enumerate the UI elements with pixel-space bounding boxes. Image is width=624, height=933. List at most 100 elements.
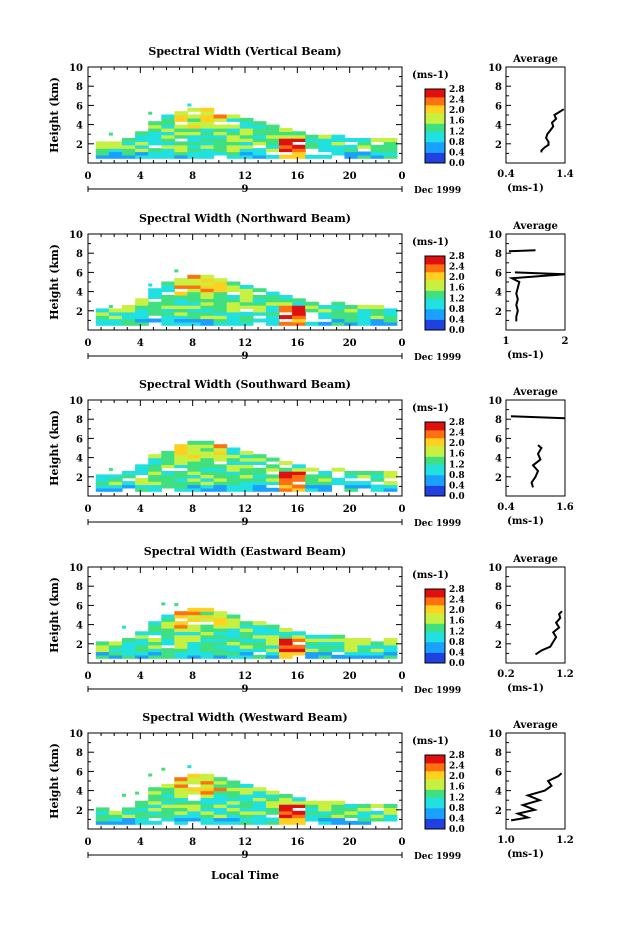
heatmap-cell <box>135 477 149 482</box>
heatmap-cell <box>265 790 280 795</box>
heatmap-cell <box>383 138 398 142</box>
colorbar-swatch <box>425 128 445 132</box>
heatmap-cell <box>213 621 228 626</box>
heatmap-cell <box>213 471 228 475</box>
heatmap-cell <box>344 148 359 153</box>
heatmap-cell <box>200 477 215 482</box>
heatmap-cell <box>174 641 188 646</box>
colorbar-tick-label: 2.4 <box>449 263 465 273</box>
heatmap-cell <box>252 308 267 313</box>
heatmap-cell <box>252 814 267 819</box>
heatmap-cell <box>239 144 254 149</box>
heatmap-cell <box>161 790 175 795</box>
colorbar-swatch <box>425 274 445 278</box>
heatmap-cell <box>239 810 254 815</box>
colorbar-swatch <box>425 589 445 593</box>
heatmap-cell <box>226 817 241 822</box>
heatmap-cell <box>148 773 153 777</box>
heatmap-cell <box>318 315 332 320</box>
heatmap-cell <box>226 648 241 653</box>
heatmap-cell <box>226 644 241 649</box>
heatmap-cell <box>148 471 162 475</box>
heatmap-cell <box>383 810 398 815</box>
heatmap-cell <box>239 134 254 139</box>
heatmap-cell <box>200 787 215 792</box>
colorbar-swatch <box>425 266 445 270</box>
heatmap-cell <box>135 318 149 323</box>
heatmap-cell <box>305 154 319 159</box>
heatmap-cell <box>226 804 241 808</box>
heatmap-cell <box>239 471 254 475</box>
y-tick-label: 4 <box>76 454 83 465</box>
average-frame <box>505 399 566 497</box>
heatmap-cell <box>292 134 306 139</box>
heatmap-cell <box>239 305 254 309</box>
x-tick-label: 20 <box>343 338 357 349</box>
heatmap-cell <box>239 641 254 646</box>
heatmap-cell <box>226 117 241 122</box>
heatmap-cell <box>318 484 332 489</box>
colorbar-tick-label: 1.6 <box>449 450 465 460</box>
heatmap-cell <box>213 817 228 822</box>
heatmap-cell <box>95 311 110 316</box>
heatmap-cell <box>279 644 293 649</box>
heatmap-cell <box>187 308 202 313</box>
heatmap-cell <box>122 654 136 659</box>
heatmap-cell <box>174 783 188 788</box>
heatmap-cell <box>213 301 228 306</box>
colorbar-swatch <box>425 279 445 283</box>
colorbar-tick-label: 2.8 <box>449 252 465 262</box>
heatmap-cell <box>135 804 149 808</box>
heatmap-cell <box>174 780 188 785</box>
heatmap-cell <box>200 634 215 639</box>
heatmap-cell <box>161 288 175 293</box>
heatmap-cell <box>213 457 228 462</box>
colorbar-tick-label: 1.2 <box>449 627 465 637</box>
heatmap-cell <box>213 128 228 132</box>
heatmap-cell <box>344 651 359 656</box>
colorbar-swatch <box>425 91 445 95</box>
colorbar-frame <box>424 754 446 830</box>
heatmap-cell <box>279 820 293 825</box>
heatmap-cell <box>252 817 267 822</box>
average-y-tick-label: 6 <box>495 268 502 279</box>
heatmap-cell <box>213 318 228 323</box>
heatmap-cell <box>357 820 372 825</box>
colorbar-swatch <box>425 660 445 664</box>
heatmap-cell <box>370 151 385 156</box>
heatmap-cell <box>357 641 372 646</box>
heatmap-cell <box>265 654 280 659</box>
colorbar-swatch <box>425 104 445 108</box>
colorbar-tick-label: 2.8 <box>449 418 465 428</box>
heatmap-cell <box>174 151 188 156</box>
average-x-tick-label: 1.2 <box>556 835 573 846</box>
heatmap-cell <box>318 144 332 149</box>
heatmap-cell <box>239 124 254 129</box>
average-title: Average <box>512 554 558 565</box>
heatmap-cell <box>213 787 228 792</box>
x-tick-label: 16 <box>290 171 304 182</box>
heatmap-cell <box>122 311 136 316</box>
heatmap-cell <box>383 308 398 313</box>
heatmap-cell <box>213 151 228 156</box>
heatmap-cell <box>265 467 280 472</box>
heatmap-cell <box>122 481 136 486</box>
average-frame <box>505 566 566 664</box>
heatmap-cell <box>213 114 228 119</box>
heatmap-cell <box>279 810 293 815</box>
colorbar-swatch <box>425 652 445 656</box>
heatmap-cell <box>174 638 188 642</box>
heatmap-cell <box>135 634 149 639</box>
heatmap-cell <box>213 467 228 472</box>
heatmap-cell <box>252 124 267 129</box>
heatmap-cell <box>292 634 306 639</box>
heatmap-cell <box>174 654 188 659</box>
average-y-tick-label: 2 <box>495 307 502 318</box>
heatmap-cell <box>200 607 215 612</box>
heatmap-cell <box>148 641 162 646</box>
heatmap-cell <box>174 281 188 286</box>
heatmap-cell <box>331 318 346 323</box>
heatmap-cell <box>148 814 162 819</box>
heatmap-cell <box>161 614 175 619</box>
